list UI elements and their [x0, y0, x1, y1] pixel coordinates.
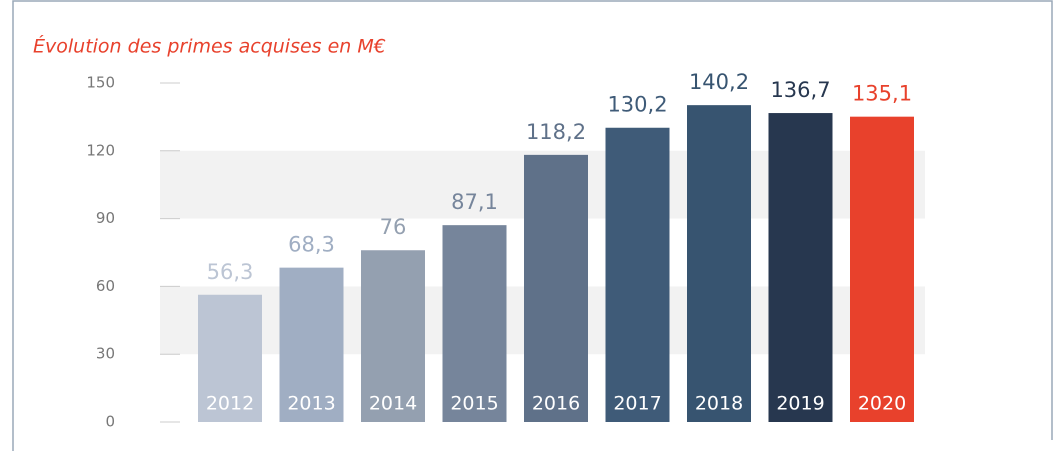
x-tick-label: 2012 — [206, 393, 254, 415]
bar — [442, 225, 507, 422]
x-tick-label: 2017 — [613, 393, 661, 415]
bar — [850, 116, 914, 422]
bar — [768, 113, 833, 423]
value-label: 87,1 — [451, 190, 498, 214]
y-tick-label: 90 — [96, 209, 115, 227]
value-label: 136,7 — [770, 78, 830, 102]
x-tick-label: 2014 — [369, 393, 417, 415]
x-tick-label: 2018 — [695, 393, 743, 415]
value-label: 130,2 — [607, 93, 667, 117]
x-tick-label: 2020 — [858, 393, 906, 415]
bar — [279, 267, 344, 422]
y-tick-label: 120 — [86, 141, 115, 159]
value-label: 56,3 — [207, 260, 254, 284]
x-tick-label: 2013 — [287, 393, 335, 415]
x-tick-label: 2019 — [776, 393, 824, 415]
bar — [687, 105, 751, 422]
y-tick-label: 60 — [96, 277, 115, 295]
value-label: 118,2 — [526, 120, 586, 144]
bar — [524, 154, 588, 423]
chart-title: Évolution des primes acquises en M€ — [33, 35, 386, 58]
bar — [605, 127, 670, 423]
bar — [361, 250, 425, 422]
y-tick-label: 150 — [86, 74, 115, 92]
frame — [12, 0, 1053, 451]
value-label: 140,2 — [689, 70, 749, 94]
y-tick-label: 30 — [96, 345, 115, 363]
value-label: 135,1 — [852, 82, 912, 106]
bar — [198, 294, 262, 422]
value-label: 68,3 — [288, 233, 335, 257]
y-tick-label: 0 — [105, 413, 115, 431]
x-tick-label: 2016 — [532, 393, 580, 415]
x-tick-label: 2015 — [450, 393, 498, 415]
value-label: 76 — [380, 215, 407, 239]
